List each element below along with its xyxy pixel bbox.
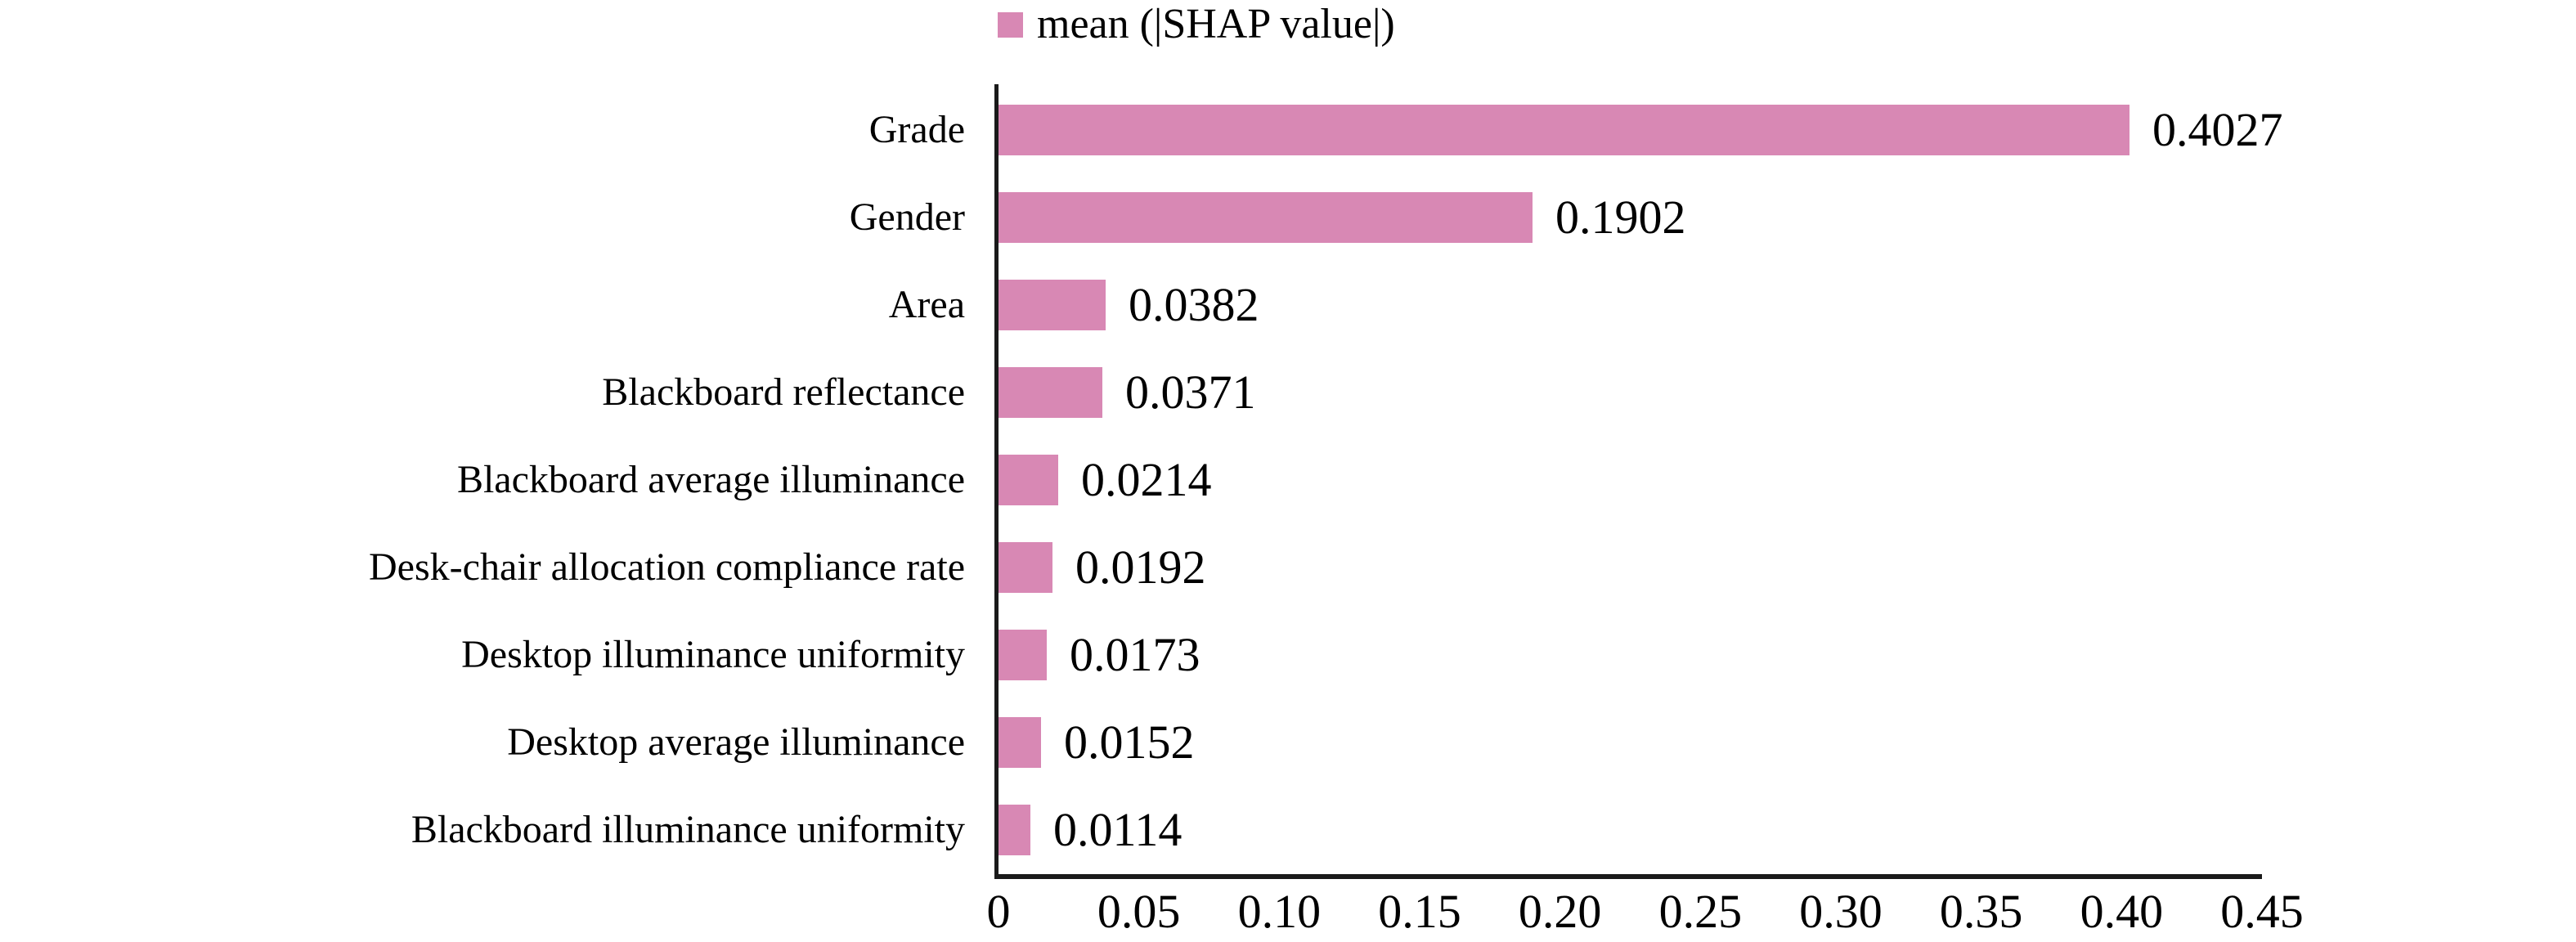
x-tick-label: 0.40 — [2080, 885, 2164, 938]
x-tick-label: 0.20 — [1518, 885, 1602, 938]
value-label: 0.0114 — [1053, 803, 1183, 856]
bar — [999, 280, 1106, 330]
category-label: Blackboard illuminance uniformity — [411, 808, 965, 851]
x-tick-label: 0.15 — [1378, 885, 1461, 938]
value-label: 0.4027 — [2152, 103, 2283, 156]
value-label: 0.0173 — [1070, 628, 1200, 681]
value-label: 0.1902 — [1555, 191, 1686, 244]
bar — [999, 105, 2129, 155]
x-axis-line — [994, 874, 2262, 879]
category-label: Area — [888, 283, 965, 326]
value-label: 0.0192 — [1075, 541, 1206, 594]
legend-swatch-icon — [998, 11, 1023, 38]
category-label: Blackboard reflectance — [602, 370, 965, 414]
legend: mean (|SHAP value|) — [998, 3, 1395, 46]
bar — [999, 192, 1533, 243]
x-tick-label: 0.35 — [1939, 885, 2023, 938]
bar — [999, 630, 1047, 680]
value-label: 0.0371 — [1125, 366, 1256, 419]
bar — [999, 455, 1058, 505]
x-tick-label: 0.05 — [1097, 885, 1181, 938]
bar — [999, 717, 1041, 768]
category-label: Blackboard average illuminance — [456, 458, 965, 501]
x-tick-label: 0.10 — [1237, 885, 1322, 938]
category-label: Gender — [849, 195, 965, 239]
bar — [999, 542, 1052, 593]
x-tick-label: 0.30 — [1799, 885, 1883, 938]
value-label: 0.0382 — [1129, 278, 1259, 331]
x-tick-label: 0.45 — [2220, 885, 2304, 938]
y-axis-line — [994, 84, 999, 879]
legend-label: mean (|SHAP value|) — [1037, 1, 1395, 47]
x-tick-label: 0 — [986, 885, 1011, 938]
bar — [999, 805, 1030, 855]
category-label: Desktop illuminance uniformity — [461, 633, 965, 676]
x-tick-label: 0.25 — [1658, 885, 1743, 938]
category-label: Desktop average illuminance — [507, 720, 965, 764]
bar — [999, 367, 1102, 418]
category-label: Desk-chair allocation compliance rate — [369, 545, 965, 589]
value-label: 0.0152 — [1064, 715, 1195, 769]
category-label: Grade — [868, 108, 965, 151]
value-label: 0.0214 — [1081, 453, 1212, 506]
